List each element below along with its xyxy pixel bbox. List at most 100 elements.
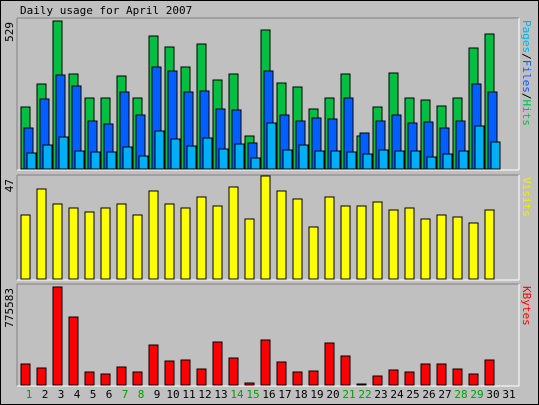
bar-visits-visits-day-14 xyxy=(228,186,239,280)
bar-hits-pages-day-3 xyxy=(58,136,69,170)
bar-visits-visits-day-11 xyxy=(180,207,191,280)
bar-kbytes-kbytes-day-14 xyxy=(228,357,239,386)
bar-hits-pages-day-14 xyxy=(234,143,245,170)
legend-item-hits-4: Hits xyxy=(520,100,533,127)
legend-kbytes: KBytes xyxy=(520,286,533,326)
bar-kbytes-kbytes-day-5 xyxy=(84,371,95,386)
bar-visits-visits-day-27 xyxy=(436,214,447,280)
bar-kbytes-kbytes-day-22 xyxy=(356,383,367,386)
day-label-23: 23 xyxy=(374,388,387,401)
bar-visits-visits-day-5 xyxy=(84,211,95,280)
bar-kbytes-kbytes-day-2 xyxy=(36,367,47,386)
bar-kbytes-kbytes-day-27 xyxy=(436,363,447,386)
bar-hits-pages-day-21 xyxy=(346,151,357,170)
bar-visits-visits-day-29 xyxy=(468,222,479,280)
bar-kbytes-kbytes-day-16 xyxy=(260,339,271,386)
bar-visits-visits-day-13 xyxy=(212,205,223,280)
bar-kbytes-kbytes-day-10 xyxy=(164,360,175,386)
day-label-27: 27 xyxy=(438,388,451,401)
bar-hits-pages-day-11 xyxy=(186,145,197,170)
day-label-21: 21 xyxy=(342,388,355,401)
bar-hits-pages-day-24 xyxy=(394,150,405,170)
day-label-10: 10 xyxy=(166,388,179,401)
day-label-15: 15 xyxy=(246,388,259,401)
bar-kbytes-kbytes-day-20 xyxy=(324,342,335,386)
bar-hits-pages-day-7 xyxy=(122,146,133,170)
bar-kbytes-kbytes-day-24 xyxy=(388,369,399,386)
day-label-4: 4 xyxy=(74,388,81,401)
bar-hits-pages-day-10 xyxy=(170,138,181,170)
bar-visits-visits-day-16 xyxy=(260,175,271,280)
bar-hits-pages-day-30 xyxy=(490,141,501,170)
bar-visits-visits-day-20 xyxy=(324,196,335,280)
day-label-22: 22 xyxy=(358,388,371,401)
bar-hits-pages-day-28 xyxy=(458,150,469,170)
bar-kbytes-kbytes-day-4 xyxy=(68,316,79,386)
day-label-18: 18 xyxy=(294,388,307,401)
day-label-7: 7 xyxy=(122,388,129,401)
bar-visits-visits-day-2 xyxy=(36,188,47,280)
bar-kbytes-kbytes-day-29 xyxy=(468,373,479,386)
bar-hits-pages-day-26 xyxy=(426,156,437,170)
bar-hits-pages-day-6 xyxy=(106,151,117,170)
bar-hits-pages-day-29 xyxy=(474,125,485,170)
bar-hits-pages-day-15 xyxy=(250,157,261,170)
bar-hits-pages-day-27 xyxy=(442,153,453,170)
bar-hits-pages-day-9 xyxy=(154,130,165,170)
bar-hits-pages-day-1 xyxy=(26,152,37,170)
legend-item-hits-1: / xyxy=(520,53,533,60)
day-label-14: 14 xyxy=(230,388,244,401)
legend-hits: Pages/Files/Hits xyxy=(520,20,533,126)
legend-item-hits-2: Files xyxy=(520,60,533,93)
bar-kbytes-kbytes-day-15 xyxy=(244,382,255,386)
day-label-9: 9 xyxy=(154,388,161,401)
day-label-3: 3 xyxy=(58,388,65,401)
bar-kbytes-kbytes-day-9 xyxy=(148,344,159,386)
bar-kbytes-kbytes-day-28 xyxy=(452,368,463,386)
bar-kbytes-kbytes-day-25 xyxy=(404,371,415,386)
ymax-label-kbytes: 775583 xyxy=(3,288,16,328)
bar-hits-pages-day-20 xyxy=(330,150,341,170)
panel-visits: 47 Visits xyxy=(3,174,533,281)
day-label-8: 8 xyxy=(138,388,145,401)
bar-hits-pages-day-18 xyxy=(298,144,309,170)
day-label-13: 13 xyxy=(214,388,227,401)
bar-kbytes-kbytes-day-6 xyxy=(100,373,111,386)
bar-visits-visits-day-10 xyxy=(164,203,175,280)
bar-hits-pages-day-2 xyxy=(42,144,53,170)
bar-visits-visits-day-12 xyxy=(196,196,207,280)
day-label-26: 26 xyxy=(422,388,435,401)
bar-hits-pages-day-13 xyxy=(218,148,229,170)
bar-kbytes-kbytes-day-17 xyxy=(276,361,287,386)
bar-visits-visits-day-25 xyxy=(404,207,415,280)
day-label-16: 16 xyxy=(262,388,275,401)
bar-kbytes-kbytes-day-23 xyxy=(372,375,383,386)
day-label-5: 5 xyxy=(90,388,97,401)
bar-visits-visits-day-24 xyxy=(388,209,399,280)
legend-item-hits-3: / xyxy=(520,93,533,100)
day-label-31: 31 xyxy=(502,388,515,401)
day-label-19: 19 xyxy=(310,388,323,401)
bar-kbytes-kbytes-day-13 xyxy=(212,341,223,386)
bar-visits-visits-day-17 xyxy=(276,190,287,280)
day-label-1: 1 xyxy=(26,388,33,401)
bar-kbytes-kbytes-day-30 xyxy=(484,359,495,386)
bar-kbytes-kbytes-day-12 xyxy=(196,368,207,386)
bar-visits-visits-day-26 xyxy=(420,218,431,280)
bar-kbytes-kbytes-day-3 xyxy=(52,286,63,386)
bar-visits-visits-day-22 xyxy=(356,205,367,280)
bar-visits-visits-day-18 xyxy=(292,198,303,280)
bar-visits-visits-day-1 xyxy=(20,214,31,280)
bar-hits-pages-day-22 xyxy=(362,153,373,170)
day-label-30: 30 xyxy=(486,388,499,401)
bar-kbytes-kbytes-day-11 xyxy=(180,359,191,386)
bar-hits-pages-day-23 xyxy=(378,149,389,170)
bar-hits-pages-day-4 xyxy=(74,150,85,170)
day-label-20: 20 xyxy=(326,388,339,401)
bar-visits-visits-day-9 xyxy=(148,190,159,280)
day-label-24: 24 xyxy=(390,388,404,401)
bar-hits-pages-day-25 xyxy=(410,150,421,170)
day-label-28: 28 xyxy=(454,388,467,401)
legend-item-visits-0: Visits xyxy=(520,177,533,217)
